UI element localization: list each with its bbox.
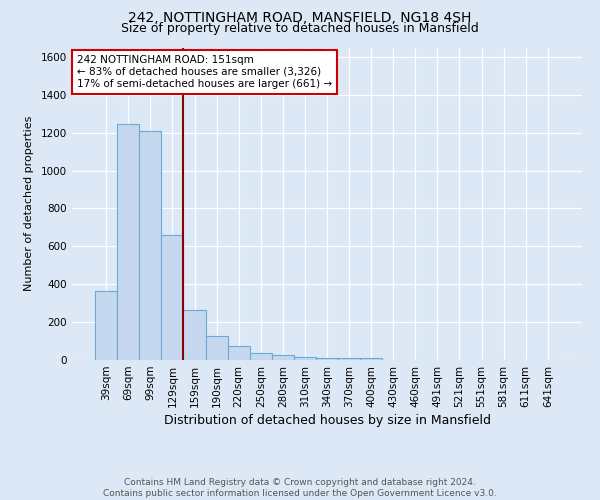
Text: 242 NOTTINGHAM ROAD: 151sqm
← 83% of detached houses are smaller (3,326)
17% of : 242 NOTTINGHAM ROAD: 151sqm ← 83% of det… xyxy=(77,56,332,88)
Bar xyxy=(250,353,272,360)
Bar xyxy=(161,235,184,360)
Bar xyxy=(338,358,360,360)
Bar xyxy=(206,336,227,360)
Bar xyxy=(139,132,161,360)
Text: Contains HM Land Registry data © Crown copyright and database right 2024.
Contai: Contains HM Land Registry data © Crown c… xyxy=(103,478,497,498)
Text: Size of property relative to detached houses in Mansfield: Size of property relative to detached ho… xyxy=(121,22,479,35)
Text: 242, NOTTINGHAM ROAD, MANSFIELD, NG18 4SH: 242, NOTTINGHAM ROAD, MANSFIELD, NG18 4S… xyxy=(128,11,472,25)
Bar xyxy=(184,310,206,360)
Y-axis label: Number of detached properties: Number of detached properties xyxy=(24,116,34,292)
Bar xyxy=(95,291,117,360)
Bar xyxy=(294,357,316,360)
X-axis label: Distribution of detached houses by size in Mansfield: Distribution of detached houses by size … xyxy=(163,414,491,427)
Bar xyxy=(272,355,294,360)
Bar xyxy=(360,358,382,360)
Bar xyxy=(316,358,338,360)
Bar xyxy=(117,124,139,360)
Bar xyxy=(227,346,250,360)
